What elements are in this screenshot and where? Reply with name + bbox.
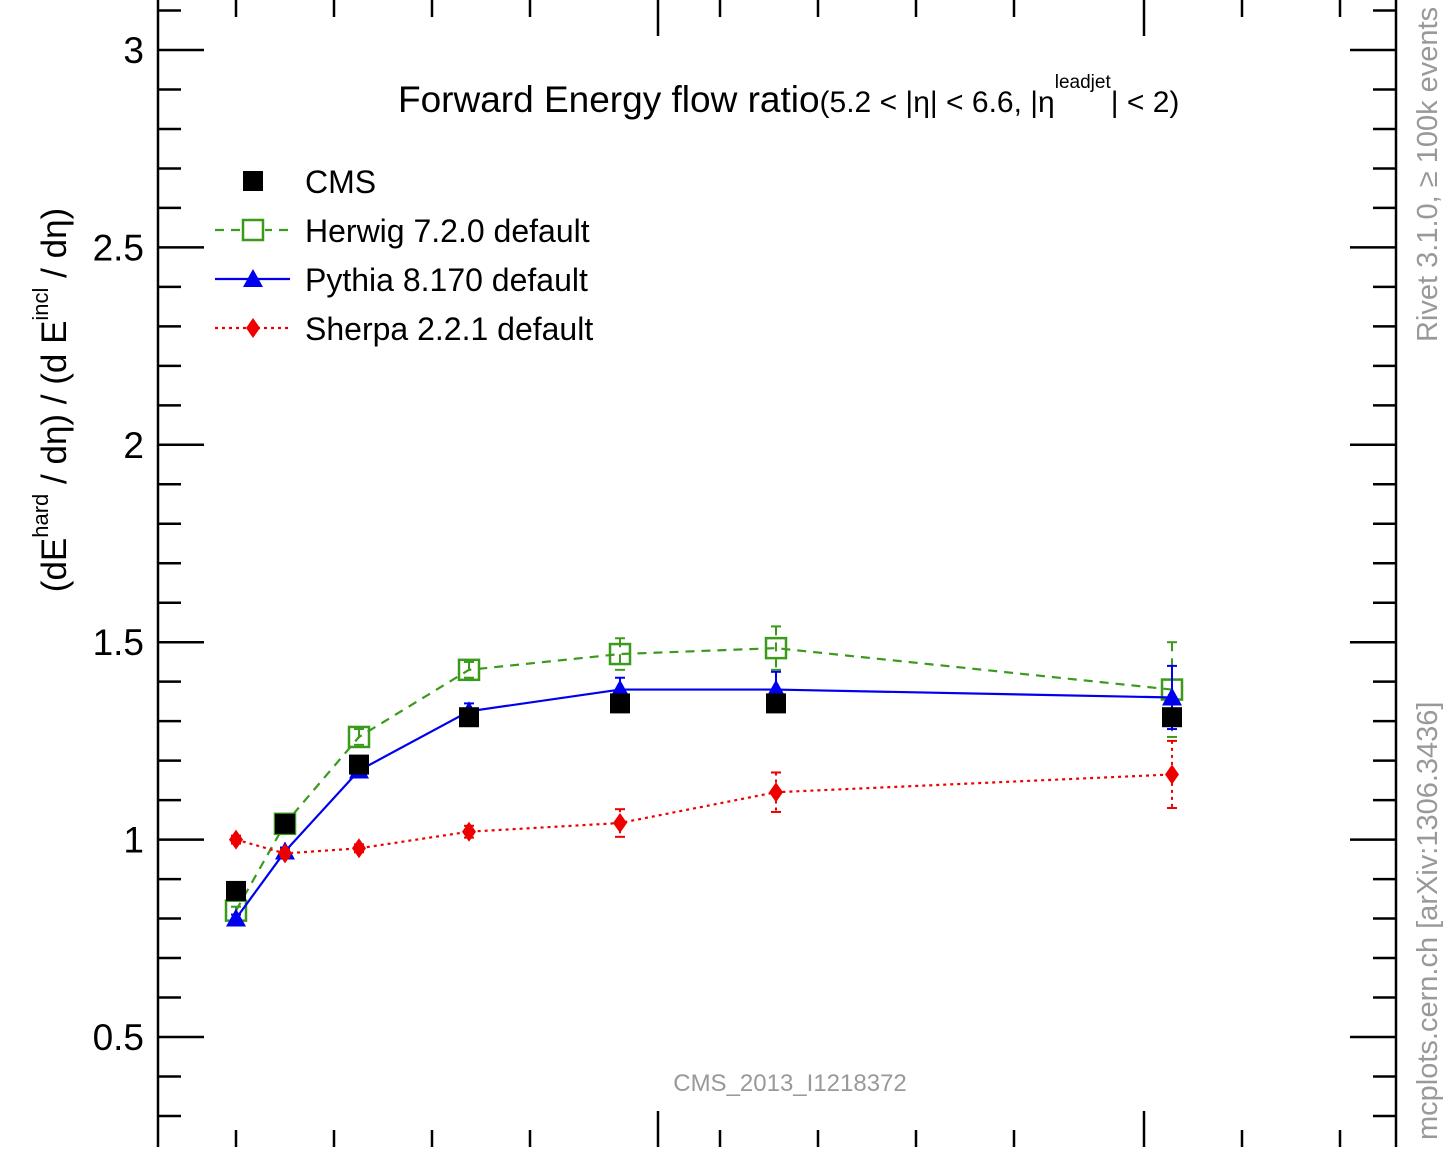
series-layer — [224, 625, 1184, 927]
ylabel-s2: incl — [28, 288, 53, 321]
data-point-sherpa — [278, 843, 292, 864]
data-point-herwig — [347, 725, 371, 749]
legend-entry-sherpa: Sherpa 2.2.1 default — [215, 311, 593, 347]
title-range-a: (5.2 < |η| < 6.6, |η — [820, 86, 1055, 119]
ylabel-p1: (dE — [35, 538, 74, 592]
ylabel-p2: / dη) / (d E — [35, 321, 74, 494]
legend-entry-herwig: Herwig 7.2.0 default — [215, 213, 590, 249]
plot-frame — [156, 0, 1398, 1152]
legend-marker-pythia — [243, 269, 263, 287]
data-point-pythia — [766, 679, 786, 698]
y-tick-label: 1.5 — [93, 622, 144, 663]
data-point-sherpa — [462, 821, 476, 842]
chart-title: Forward Energy flow ratio(5.2 < |η| < 6.… — [398, 72, 1179, 120]
legend-marker-cms — [243, 171, 263, 191]
y-tick-label: 3 — [123, 30, 144, 71]
y-tick-label: 0.5 — [93, 1017, 144, 1058]
data-point-sherpa — [1165, 764, 1179, 785]
data-point-sherpa — [613, 813, 627, 834]
data-point-cms — [766, 693, 786, 714]
data-point-sherpa — [229, 829, 243, 850]
legend-marker-sherpa — [246, 318, 260, 338]
data-point-herwig — [457, 658, 481, 682]
series-pythia — [226, 664, 1182, 927]
legend-label-pythia: Pythia 8.170 default — [305, 262, 588, 298]
legend-label-herwig: Herwig 7.2.0 default — [305, 213, 590, 249]
y-axis-label: (dEhard / dη) / (d Eincl / dη) — [28, 208, 74, 592]
series-sherpa — [229, 739, 1179, 864]
legend-marker-bg — [245, 220, 265, 240]
data-point-cms — [275, 813, 295, 834]
y-tick-label: 2 — [123, 425, 144, 466]
legend-entry-pythia: Pythia 8.170 default — [215, 262, 588, 298]
data-point-herwig — [608, 642, 632, 666]
ylabel-p3: / dη) — [35, 208, 74, 288]
data-point-herwig — [764, 636, 788, 660]
data-point-pythia — [610, 679, 630, 698]
title-main: Forward Energy flow ratio — [398, 79, 820, 120]
title-range-b: | < 2) — [1111, 86, 1180, 119]
analysis-watermark: CMS_2013_I1218372 — [673, 1070, 907, 1097]
series-line-herwig — [235, 647, 1173, 912]
legend: CMS Herwig 7.2.0 default Pythia 8.170 defa… — [215, 164, 593, 347]
data-point-sherpa — [769, 782, 783, 803]
data-point-cms — [610, 693, 630, 714]
ylabel-s1: hard — [28, 494, 53, 538]
data-point-cms — [226, 880, 246, 901]
rivet-label: Rivet 3.1.0, ≥ 100k events — [1412, 7, 1444, 342]
title-range-sup: leadjet — [1055, 72, 1112, 93]
data-point-cms — [349, 754, 369, 775]
data-point-pythia — [226, 908, 246, 927]
series-line-sherpa — [235, 773, 1173, 855]
y-tick-label: 1 — [123, 820, 144, 861]
mcplots-label: mcplots.cern.ch [arXiv:1306.3436] — [1412, 702, 1444, 1140]
legend-label-sherpa: Sherpa 2.2.1 default — [305, 311, 593, 347]
y-tick-label: 2.5 — [93, 227, 144, 268]
data-point-pythia — [1162, 687, 1182, 706]
series-herwig — [224, 625, 1184, 922]
data-point-cms — [459, 707, 479, 728]
data-point-sherpa — [352, 838, 366, 859]
legend-label-cms: CMS — [305, 164, 376, 200]
legend-entry-cms: CMS — [243, 164, 376, 200]
series-line-pythia — [235, 688, 1173, 920]
axis-ticks: 0.5 1 1.5 2 2.5 3 — [93, 0, 1396, 1147]
legend-marker-herwig — [241, 218, 265, 242]
series-cms — [226, 693, 1182, 901]
data-point-cms — [1162, 707, 1182, 728]
